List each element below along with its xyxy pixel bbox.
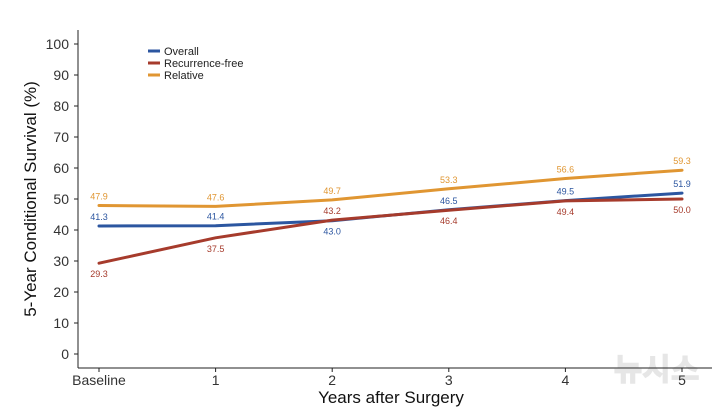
x-tick-label: 4: [562, 372, 570, 388]
data-label: 46.5: [440, 196, 458, 206]
y-tick-label: 40: [53, 222, 69, 238]
legend-label: Relative: [164, 70, 204, 82]
legend-label: Overall: [164, 46, 199, 58]
data-label: 29.3: [90, 269, 108, 279]
data-label: 43.0: [323, 227, 341, 237]
series-line-recurrence-free: [97, 197, 684, 265]
data-label: 47.6: [207, 192, 225, 202]
data-label: 46.4: [440, 216, 458, 226]
x-tick-label: 3: [445, 372, 453, 388]
data-label: 59.3: [673, 156, 691, 166]
data-label: 37.5: [207, 244, 225, 254]
data-labels: 41.3 41.4 43.0 46.5 49.5 51.9 29.3 37.5 43.2 46.4…: [90, 156, 691, 279]
data-label: 50.0: [673, 205, 691, 215]
y-tick-label: 90: [53, 67, 69, 83]
series-line-overall: [97, 191, 684, 228]
y-tick-label: 20: [53, 284, 69, 300]
y-tick-label: 0: [61, 346, 69, 362]
series-line-relative: [97, 168, 684, 208]
x-ticks: Baseline 1 2 3 4 5: [72, 368, 686, 388]
data-label: 51.9: [673, 179, 691, 189]
y-tick-label: 80: [53, 98, 69, 114]
y-tick-label: 50: [53, 191, 69, 207]
y-tick-label: 70: [53, 129, 69, 145]
data-label: 49.5: [557, 187, 575, 197]
watermark: 뉴시스: [614, 353, 700, 388]
x-axis-title: Years after Surgery: [318, 388, 464, 407]
data-label: 53.3: [440, 175, 458, 185]
x-tick-label: Baseline: [72, 372, 126, 388]
data-label: 56.6: [557, 165, 575, 175]
data-label: 49.4: [557, 207, 575, 217]
data-label: 47.9: [90, 192, 108, 202]
data-label: 43.2: [323, 206, 341, 216]
legend-label: Recurrence-free: [164, 58, 243, 70]
y-ticks: 0 10 20 30 40 50 60 70 80 90 100: [46, 36, 78, 362]
data-label: 41.4: [207, 212, 225, 222]
y-axis-title: 5-Year Conditional Survival (%): [21, 81, 40, 317]
x-tick-label: 5: [678, 372, 686, 388]
y-tick-label: 60: [53, 160, 69, 176]
x-tick-label: 2: [328, 372, 336, 388]
data-label: 41.3: [90, 212, 108, 222]
series-lines: [97, 168, 684, 265]
y-tick-label: 30: [53, 253, 69, 269]
data-label: 49.7: [323, 186, 341, 196]
x-tick-label: 1: [212, 372, 220, 388]
y-tick-label: 10: [53, 315, 69, 331]
y-tick-label: 100: [46, 36, 70, 52]
